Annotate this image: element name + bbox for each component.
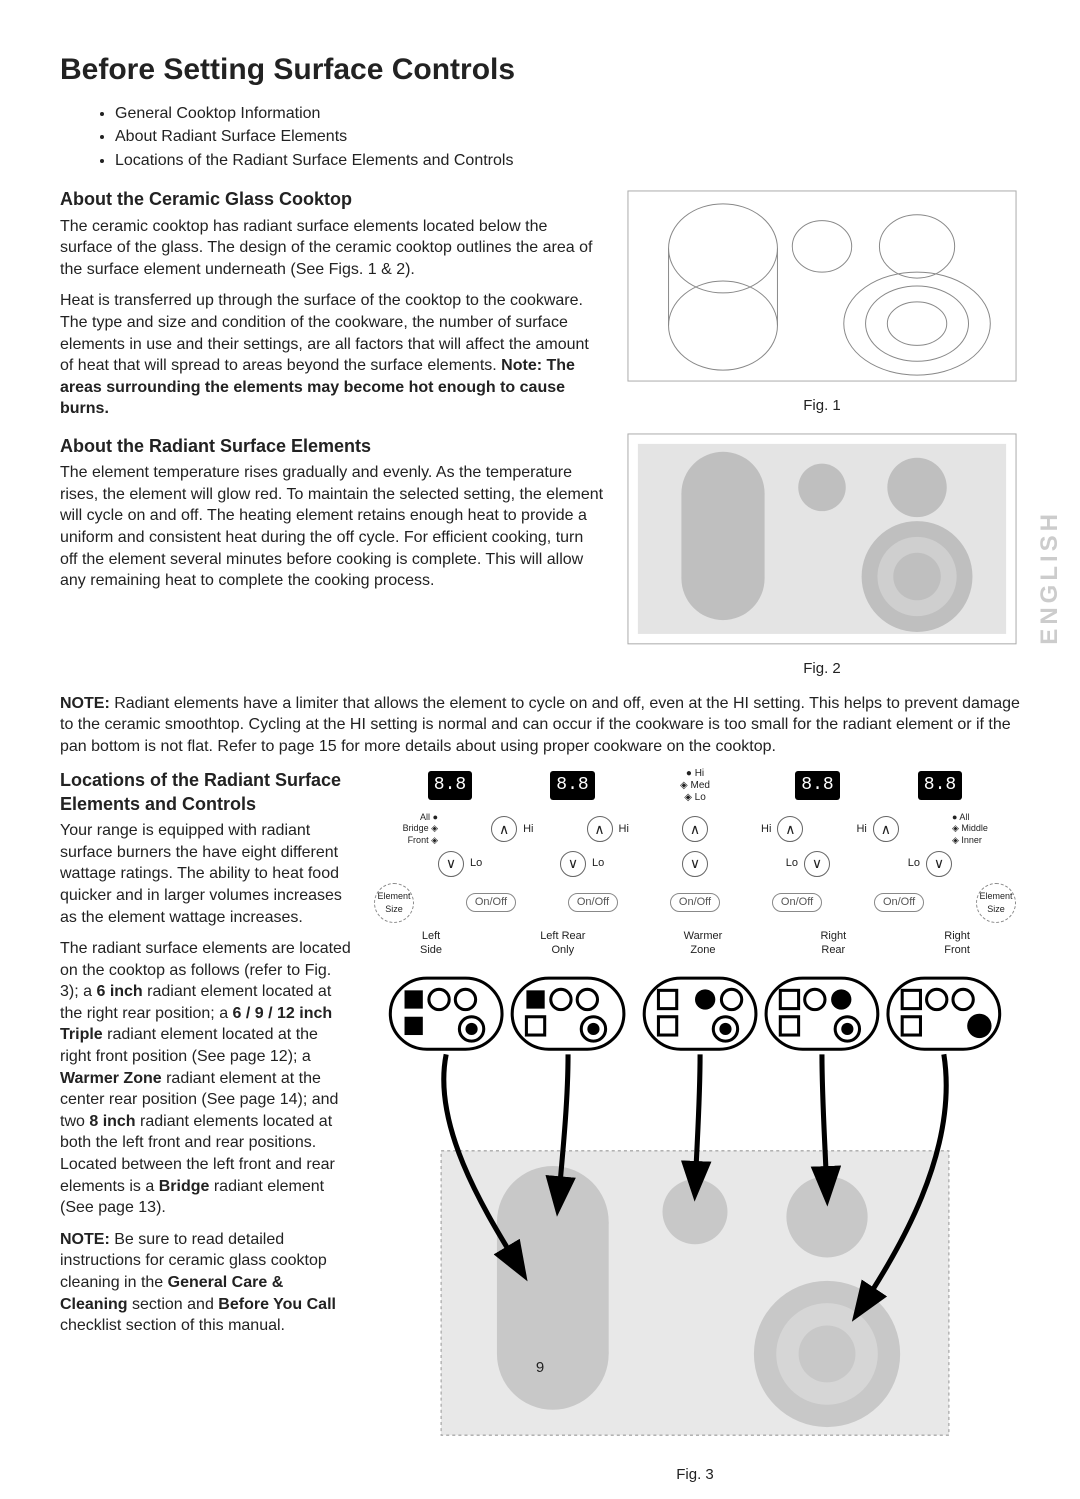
onoff-button[interactable]: On/Off: [772, 893, 822, 912]
up-knob[interactable]: ∧: [491, 816, 517, 842]
digit-display: 8.8: [918, 771, 962, 799]
up-knob[interactable]: ∧: [587, 816, 613, 842]
note-text: Radiant elements have a limiter that all…: [60, 695, 1020, 755]
fig-caption: Fig. 2: [624, 659, 1020, 679]
cooktop-outline-icon: [624, 187, 1020, 385]
heading-locations: Locations of the Radiant Surface Element…: [60, 768, 352, 817]
figure-1: Fig. 1: [624, 187, 1020, 416]
digit-display: 8.8: [795, 771, 839, 799]
bullet-item: General Cooktop Information: [115, 103, 1020, 125]
hi-label: Hi: [619, 822, 629, 837]
figure-3: 8.8 8.8 ● Hi ◈ Med ◈ Lo 8.8 8.8 All ● Br…: [370, 768, 1020, 1499]
control-mapping-diagram: [370, 968, 1020, 1456]
lo-label: Lo: [908, 856, 920, 871]
indicator-inner: ◈ Inner: [952, 835, 1016, 847]
para: Your range is equipped with radiant surf…: [60, 820, 352, 928]
heading-ceramic: About the Ceramic Glass Cooktop: [60, 187, 604, 211]
para: Heat is transferred up through the surfa…: [60, 290, 604, 420]
para-mixed: NOTE: Be sure to read detailed instructi…: [60, 1229, 352, 1337]
indicator-lo: ◈ Lo: [645, 792, 745, 804]
down-knob[interactable]: ∨: [804, 851, 830, 877]
language-side-label: ENGLISH: [1034, 510, 1066, 645]
group-label: Right Front: [944, 929, 970, 959]
control-panel: 8.8 8.8 ● Hi ◈ Med ◈ Lo 8.8 8.8 All ● Br…: [370, 768, 1020, 1461]
onoff-button[interactable]: On/Off: [874, 893, 924, 912]
hi-label: Hi: [761, 822, 771, 837]
indicator-middle: ◈ Middle: [952, 823, 1016, 835]
indicator-all: All ●: [374, 812, 438, 824]
lo-label: Lo: [470, 856, 482, 871]
onoff-button[interactable]: On/Off: [568, 893, 618, 912]
lo-label: Lo: [786, 856, 798, 871]
heading-radiant: About the Radiant Surface Elements: [60, 434, 604, 458]
up-knob[interactable]: ∧: [873, 816, 899, 842]
group-label: Left Rear Only: [540, 929, 585, 959]
indicator-med: ◈ Med: [645, 780, 745, 792]
page-number: 9: [0, 1358, 1080, 1378]
top-bullets: General Cooktop Information About Radian…: [115, 103, 1020, 172]
figure-2: Fig. 2: [624, 430, 1020, 679]
para: The element temperature rises gradually …: [60, 462, 604, 592]
para: The ceramic cooktop has radiant surface …: [60, 216, 604, 281]
page-title: Before Setting Surface Controls: [60, 50, 1020, 91]
down-knob[interactable]: ∨: [438, 851, 464, 877]
section-radiant: About the Radiant Surface Elements The e…: [60, 434, 604, 592]
fig-caption: Fig. 1: [624, 396, 1020, 416]
digit-display: 8.8: [428, 771, 472, 799]
down-knob[interactable]: ∨: [926, 851, 952, 877]
hi-label: Hi: [856, 822, 866, 837]
indicator-all: ● All: [952, 812, 1016, 824]
up-knob[interactable]: ∧: [682, 816, 708, 842]
group-label: Left Side: [420, 929, 442, 959]
lo-label: Lo: [592, 856, 604, 871]
up-knob[interactable]: ∧: [777, 816, 803, 842]
note-para: NOTE: Radiant elements have a limiter th…: [60, 693, 1020, 758]
bullet-item: About Radiant Surface Elements: [115, 126, 1020, 148]
element-size-button[interactable]: Element Size: [374, 883, 414, 923]
bullet-item: Locations of the Radiant Surface Element…: [115, 150, 1020, 172]
down-knob[interactable]: ∨: [682, 851, 708, 877]
digit-display: 8.8: [550, 771, 594, 799]
indicator-bridge: Bridge ◈: [374, 823, 438, 835]
element-size-button[interactable]: Element Size: [976, 883, 1016, 923]
fig-caption: Fig. 3: [370, 1465, 1020, 1485]
section-ceramic: About the Ceramic Glass Cooktop The cera…: [60, 187, 604, 420]
onoff-button[interactable]: On/Off: [670, 893, 720, 912]
indicator-hi: ● Hi: [645, 768, 745, 780]
onoff-button[interactable]: On/Off: [466, 893, 516, 912]
para-mixed: The radiant surface elements are located…: [60, 938, 352, 1219]
group-label: Right Rear: [820, 929, 846, 959]
cooktop-photo-icon: [624, 430, 1020, 648]
group-label: Warmer Zone: [684, 929, 723, 959]
down-knob[interactable]: ∨: [560, 851, 586, 877]
note-prefix: NOTE:: [60, 695, 114, 712]
indicator-front: Front ◈: [374, 835, 438, 847]
hi-label: Hi: [523, 822, 533, 837]
